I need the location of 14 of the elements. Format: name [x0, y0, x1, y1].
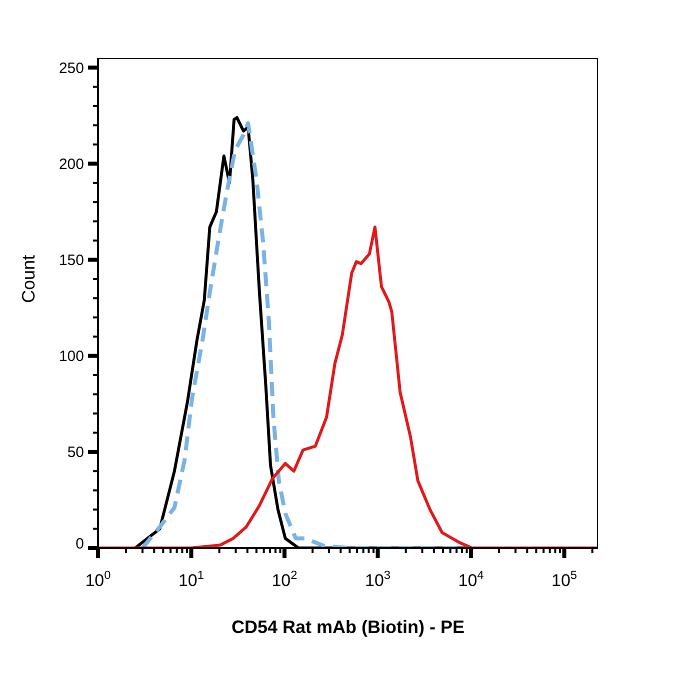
x-axis-title: CD54 Rat mAb (Biotin) - PE: [231, 617, 465, 637]
x-tick-label: 10$^{2}$: [272, 568, 298, 590]
x-tick-label: 10$^{1}$: [178, 568, 204, 590]
y-tick-label: 100: [58, 348, 84, 366]
x-tick-label: 10$^{4}$: [458, 568, 484, 590]
x-tick-label: 10$^{0}$: [85, 568, 112, 590]
y-tick-label: 0: [76, 535, 84, 552]
y-tick-label: 200: [58, 156, 84, 173]
x-tick-label: 10$^{5}$: [551, 568, 578, 590]
y-tick-label: 150: [58, 252, 84, 270]
y-tick-label: 250: [58, 60, 84, 77]
y-tick-label: 50: [67, 444, 84, 462]
y-axis-title: Count: [18, 254, 38, 303]
x-tick-label: 10$^{3}$: [364, 568, 391, 590]
